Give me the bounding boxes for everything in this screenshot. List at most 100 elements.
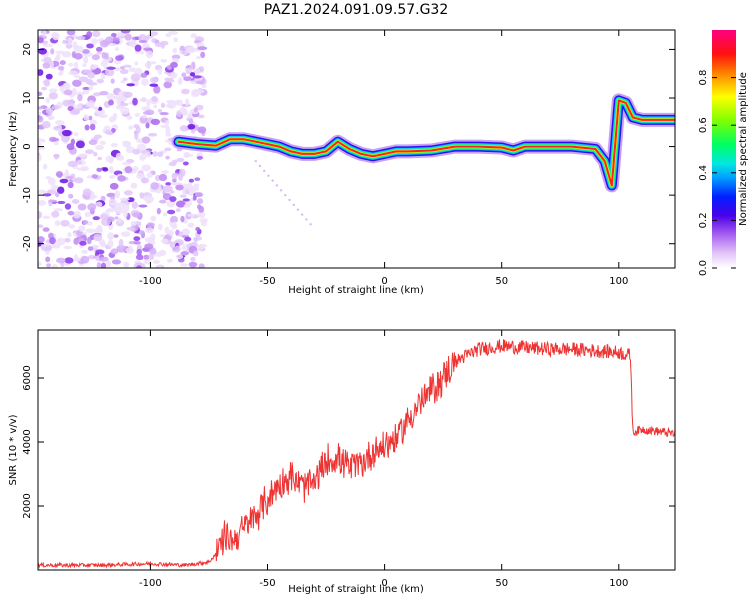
spectrogram-noise-blob (40, 243, 50, 247)
spectrogram-noise-blob (67, 160, 78, 168)
spectrogram-noise-blob (135, 125, 141, 134)
spectrogram-noise-blob (160, 102, 166, 109)
spectrogram-noise-blob (147, 132, 158, 137)
colorbar-tick-label: 0.2 (698, 212, 709, 228)
spectrogram-noise-blob (45, 107, 54, 115)
spectrogram-noise-blob (284, 193, 287, 197)
spectrogram-noise-blob (97, 156, 103, 161)
spectrogram-noise-blob (67, 62, 74, 67)
spectrogram-noise-blob (165, 99, 176, 104)
spectrogram-noise-blob (77, 203, 87, 211)
spectrogram-noise-blob (87, 203, 97, 211)
spectrogram-noise-blob (189, 80, 198, 85)
spectrogram-noise-blob (57, 200, 66, 205)
spectrogram-noise-blob (145, 227, 154, 234)
spectrogram-noise-blob (109, 175, 116, 179)
spectrogram-noise-blob (38, 115, 44, 123)
spectrogram-noise-blob (86, 31, 93, 39)
colorbar-tick-label: 0.4 (698, 165, 709, 181)
spectrogram-noise-blob (62, 39, 67, 45)
spectrogram-noise-blob (195, 80, 205, 85)
spectrogram-noise-blob (72, 41, 78, 50)
spectrogram-noise-blob (124, 141, 132, 147)
spectrogram-noise-blob (42, 40, 49, 45)
spectrogram-noise-blob (151, 96, 158, 102)
spectrogram-noise-blob (175, 184, 184, 191)
spectrogram-noise-blob (91, 174, 98, 179)
spectrogram-noise-blob (53, 140, 59, 146)
spectrogram-noise-blob (89, 123, 96, 131)
spectrogram-noise-blob (51, 243, 61, 249)
spectrogram-noise-blob (187, 123, 196, 130)
spectrogram-noise-blob (96, 51, 102, 55)
spectrogram-noise-blob (146, 222, 155, 228)
spectrogram-noise-blob (196, 55, 202, 60)
spectrogram-noise-blob (133, 81, 140, 86)
spectrogram-noise-blob (157, 68, 163, 75)
spectrogram-noise-blob (172, 47, 178, 54)
spectrogram-noise-blob (140, 72, 148, 78)
spectrogram-noise-blob (193, 237, 199, 243)
spectrogram-noise-blob (200, 51, 206, 59)
spectrogram-noise-blob (254, 159, 257, 163)
spectrogram-noise-blob (110, 142, 118, 148)
spectrogram-noise-blob (201, 84, 207, 89)
spectrogram-noise-blob (95, 249, 105, 255)
spectrogram-y-tick-label: 10 (22, 92, 33, 105)
spectrogram-noise-blob (197, 126, 207, 134)
spectrogram-noise-blob (143, 259, 151, 265)
spectrogram-noise-blob (136, 248, 142, 256)
spectrogram-noise-blob (96, 78, 104, 84)
spectrogram-noise-blob (157, 265, 163, 268)
colorbar-gradient (712, 30, 736, 268)
spectrogram-noise-blob (86, 175, 94, 179)
spectrogram-noise-blob (77, 94, 83, 102)
spectrogram-noise-blob (193, 107, 198, 113)
spectrogram-noise-blob (165, 126, 171, 134)
spectrogram-noise-blob (64, 237, 71, 243)
spectrogram-noise-blob (67, 37, 73, 46)
spectrogram-noise-blob (180, 215, 185, 223)
spectrogram-noise-blob (135, 254, 144, 261)
spectrogram-x-tick-label: -50 (259, 276, 275, 287)
colorbar-tick-label: 0.6 (698, 117, 709, 133)
spectrogram-noise-blob (73, 53, 83, 60)
spectrogram-noise-blob (77, 153, 88, 158)
spectrogram-noise-blob (138, 34, 147, 42)
spectrogram-noise-blob (86, 236, 92, 245)
spectrogram-noise-blob (52, 32, 60, 41)
spectrogram-noise-blob (124, 166, 133, 174)
colorbar-tick-label: 0.8 (698, 70, 709, 86)
spectrogram-noise-blob (158, 249, 167, 256)
spectrogram-noise-blob (66, 30, 76, 36)
spectrogram-noise-blob (73, 210, 81, 219)
spectrogram-noise-blob (194, 192, 204, 198)
spectrogram-noise-blob (150, 215, 157, 222)
spectrogram-noise-blob (62, 83, 69, 89)
spectrogram-noise-blob (78, 225, 86, 232)
spectrogram-noise-blob (161, 170, 169, 174)
spectrogram-noise-blob (73, 132, 79, 137)
spectrogram-noise-blob (123, 77, 128, 81)
spectrogram-noise-blob (100, 241, 107, 248)
spectrogram-noise-blob (146, 172, 153, 179)
spectrogram-noise-blob (184, 98, 190, 107)
spectrogram-noise-blob (166, 200, 176, 208)
spectrogram-noise-blob (197, 46, 208, 51)
spectrogram-y-label: Frequency (Hz) (8, 111, 19, 187)
spectrogram-noise-blob (100, 262, 107, 268)
spectrogram-x-tick-label: 0 (381, 276, 387, 287)
spectrogram-noise-blob (112, 234, 119, 238)
spectrogram-x-label: Height of straight line (km) (288, 285, 424, 296)
snr-x-tick-label: 100 (609, 578, 628, 589)
spectrogram-noise-blob (115, 152, 122, 160)
spectrogram-noise-blob (180, 251, 189, 256)
spectrogram-noise-blob (38, 199, 47, 206)
spectrogram-noise-blob (106, 66, 116, 70)
spectrogram-noise-blob (42, 227, 50, 232)
chart-title: PAZ1.2024.091.09.57.G32 (264, 2, 449, 18)
spectrogram-noise-blob (117, 175, 126, 182)
spectrogram-noise-blob (173, 37, 179, 43)
spectrogram-noise-blob (82, 86, 90, 90)
spectrogram-noise-blob (93, 134, 103, 139)
